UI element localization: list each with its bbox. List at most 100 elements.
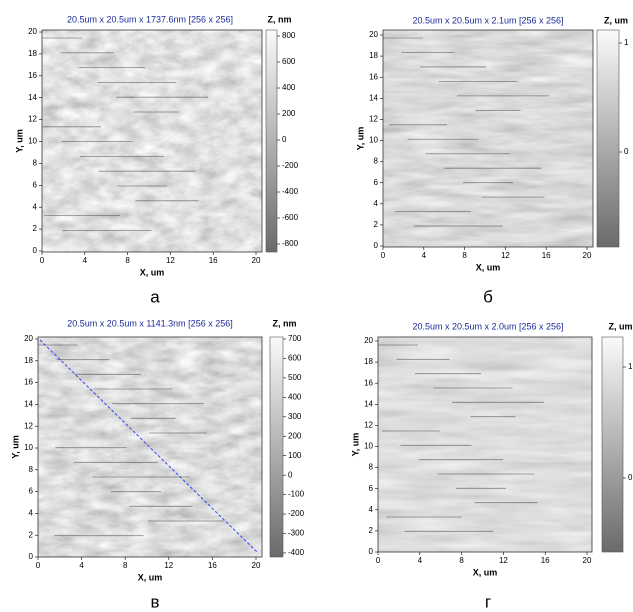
y-tick-label: 2 xyxy=(374,220,379,229)
y-tick-label: 18 xyxy=(364,357,373,366)
colorbar-label: Z, um xyxy=(604,15,628,25)
x-tick-label: 16 xyxy=(541,556,550,565)
x-axis-label: X, um xyxy=(138,572,163,582)
colorbar-tick-label: -100 xyxy=(288,490,305,499)
afm-image xyxy=(378,337,592,552)
x-tick-label: 4 xyxy=(83,256,88,265)
x-tick-label: 8 xyxy=(125,256,130,265)
colorbar-tick-label: 1 xyxy=(624,38,629,47)
colorbar-tick-label: 400 xyxy=(282,83,296,92)
y-axis-label: Y, um xyxy=(350,433,360,457)
profile-line xyxy=(39,339,259,554)
y-tick-label: 14 xyxy=(28,93,37,102)
y-tick-label: 8 xyxy=(33,159,38,168)
y-tick-label: 6 xyxy=(29,487,34,496)
y-tick-label: 6 xyxy=(33,180,38,189)
x-tick-label: 0 xyxy=(376,556,381,565)
colorbar-tick-label: 1 xyxy=(628,362,633,371)
x-tick-label: 8 xyxy=(459,556,464,565)
y-tick-label: 10 xyxy=(28,137,37,146)
colorbar-tick-label: -300 xyxy=(288,529,305,538)
y-tick-label: 2 xyxy=(33,224,38,233)
y-tick-label: 12 xyxy=(28,115,37,124)
x-axis-label: X, um xyxy=(473,567,498,577)
y-tick-label: 8 xyxy=(369,463,374,472)
y-tick-label: 8 xyxy=(374,157,379,166)
x-tick-label: 12 xyxy=(164,561,173,570)
y-tick-label: 4 xyxy=(29,509,34,518)
x-tick-label: 0 xyxy=(381,251,386,260)
panel-title: 20.5um x 20.5um x 2.1um [256 x 256] xyxy=(412,15,563,25)
y-tick-label: 16 xyxy=(28,71,37,80)
y-tick-label: 18 xyxy=(24,356,33,365)
y-tick-label: 16 xyxy=(369,72,378,81)
colorbar-tick-label: 0 xyxy=(288,470,293,479)
y-tick-label: 12 xyxy=(364,421,373,430)
colorbar-tick-label: 0 xyxy=(628,473,633,482)
x-tick-label: 16 xyxy=(208,561,217,570)
afm-image xyxy=(38,337,262,557)
y-tick-label: 14 xyxy=(24,400,33,409)
y-tick-label: 20 xyxy=(364,336,373,345)
x-tick-label: 20 xyxy=(252,561,261,570)
afm-panel: 20.5um x 20.5um x 2.1um [256 x 256] Z, um… xyxy=(355,15,629,306)
colorbar-tick-label: 0 xyxy=(624,147,629,156)
colorbar-label: Z, nm xyxy=(273,318,297,328)
panel-caption: г xyxy=(485,592,491,611)
panel-caption: в xyxy=(150,592,159,611)
y-tick-label: 12 xyxy=(24,421,33,430)
colorbar-tick-label: 600 xyxy=(282,57,296,66)
y-tick-label: 2 xyxy=(369,526,374,535)
y-tick-label: 8 xyxy=(29,465,34,474)
x-tick-label: 4 xyxy=(79,561,84,570)
y-tick-label: 6 xyxy=(374,178,379,187)
y-tick-label: 20 xyxy=(369,30,378,39)
colorbar-tick-label: 100 xyxy=(288,451,302,460)
afm-image xyxy=(42,30,262,252)
x-tick-label: 16 xyxy=(209,256,218,265)
panel-title: 20.5um x 20.5um x 1737.6nm [256 x 256] xyxy=(67,14,233,24)
colorbar-tick-label: 200 xyxy=(282,109,296,118)
x-tick-label: 20 xyxy=(252,256,261,265)
y-tick-label: 20 xyxy=(24,334,33,343)
x-tick-label: 12 xyxy=(166,256,175,265)
y-tick-label: 2 xyxy=(29,530,34,539)
y-tick-label: 4 xyxy=(33,202,38,211)
image-frame xyxy=(41,29,263,253)
x-tick-label: 4 xyxy=(422,251,427,260)
colorbar-tick-label: -200 xyxy=(282,161,299,170)
colorbar-tick-label: -800 xyxy=(282,239,299,248)
y-axis-label: Y, um xyxy=(355,127,365,151)
colorbar xyxy=(269,336,284,558)
panel-title: 20.5um x 20.5um x 1141.3nm [256 x 256] xyxy=(67,318,232,328)
y-tick-label: 16 xyxy=(364,378,373,387)
colorbar xyxy=(265,29,278,253)
colorbar-tick-label: 0 xyxy=(282,135,287,144)
colorbar xyxy=(601,336,624,553)
y-tick-label: 14 xyxy=(364,399,373,408)
panel-title: 20.5um x 20.5um x 2.0um [256 x 256] xyxy=(412,321,563,331)
afm-panel: 20.5um x 20.5um x 1737.6nm [256 x 256] Z,… xyxy=(14,14,298,306)
image-frame xyxy=(377,336,593,553)
y-tick-label: 0 xyxy=(369,547,374,556)
colorbar-tick-label: -400 xyxy=(288,548,305,557)
y-axis-label: Y, um xyxy=(14,129,24,153)
colorbar-tick-label: 700 xyxy=(288,334,302,343)
x-tick-label: 12 xyxy=(499,556,508,565)
colorbar-label: Z, um xyxy=(609,321,633,331)
y-tick-label: 10 xyxy=(364,442,373,451)
x-tick-label: 8 xyxy=(123,561,128,570)
x-tick-label: 12 xyxy=(501,251,510,260)
panel-caption: б xyxy=(483,287,493,306)
panel-caption: а xyxy=(150,287,160,306)
y-tick-label: 6 xyxy=(369,484,374,493)
colorbar xyxy=(596,29,620,248)
x-tick-label: 16 xyxy=(542,251,551,260)
x-tick-label: 8 xyxy=(462,251,467,260)
y-tick-label: 12 xyxy=(369,115,378,124)
y-tick-label: 4 xyxy=(369,505,374,514)
y-tick-label: 10 xyxy=(24,443,33,452)
y-tick-label: 0 xyxy=(374,241,379,250)
x-tick-label: 4 xyxy=(418,556,423,565)
colorbar-tick-label: 800 xyxy=(282,31,296,40)
